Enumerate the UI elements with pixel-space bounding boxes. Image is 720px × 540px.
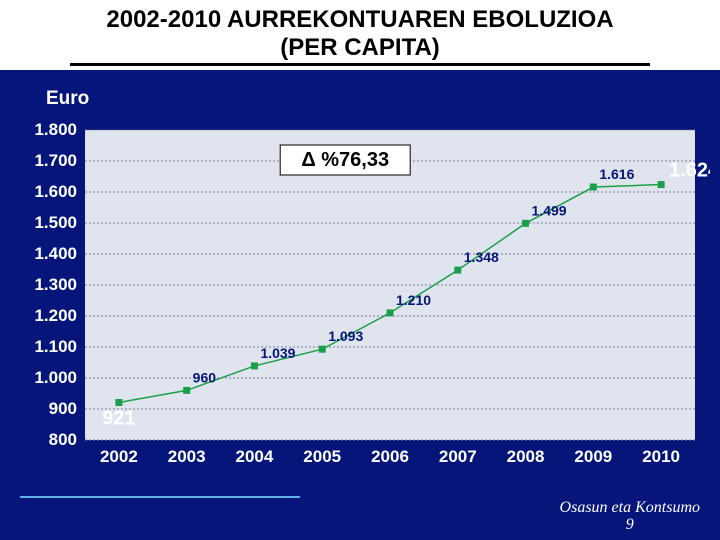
point-label: 1.093 [328,328,363,344]
y-axis-label: Euro [46,88,89,110]
footer: Osasun eta Kontsumo 9 [560,499,700,534]
footer-divider [20,496,300,498]
chart-svg: 1.800 1.700 1.600 1.500 1.400 1.300 1.200 1.100… [10,120,710,480]
delta-label: Δ %76,33 [301,149,389,171]
chart: 1.800 1.700 1.600 1.500 1.400 1.300 1.200 1.100… [10,120,710,480]
slide-title: 2002-2010 AURREKONTUAREN EBOLUZIOA (PER … [10,6,710,61]
data-point [590,184,597,191]
svg-text:1.500: 1.500 [34,213,77,232]
svg-text:2005: 2005 [303,447,341,466]
svg-text:2003: 2003 [168,447,206,466]
data-point [183,387,190,394]
svg-text:2008: 2008 [507,447,545,466]
point-label: 1.039 [260,345,295,361]
point-label: 960 [193,369,217,385]
data-point [115,399,122,406]
data-point [658,181,665,188]
title-line-2: (PER CAPITA) [280,34,440,61]
svg-text:1.200: 1.200 [34,306,77,325]
point-label: 1.210 [396,292,431,308]
svg-text:800: 800 [49,430,77,449]
svg-text:2010: 2010 [642,447,680,466]
svg-text:2007: 2007 [439,447,477,466]
data-point [319,346,326,353]
svg-text:900: 900 [49,399,77,418]
data-point [454,267,461,274]
title-bar: 2002-2010 AURREKONTUAREN EBOLUZIOA (PER … [0,0,720,70]
svg-text:1.100: 1.100 [34,337,77,356]
svg-text:2002: 2002 [100,447,138,466]
svg-text:1.400: 1.400 [34,244,77,263]
svg-text:1.700: 1.700 [34,151,77,170]
svg-text:2009: 2009 [574,447,612,466]
svg-text:1.300: 1.300 [34,275,77,294]
svg-text:2006: 2006 [371,447,409,466]
point-label: 1.499 [532,202,567,218]
footer-text: Osasun eta Kontsumo [560,499,700,516]
data-point [251,362,258,369]
svg-text:1.600: 1.600 [34,182,77,201]
data-point [522,220,529,227]
svg-text:1.800: 1.800 [34,120,77,139]
point-label: 921 [102,407,135,429]
point-label: 1.624 [669,160,710,182]
point-label: 1.348 [464,249,499,265]
point-label: 1.616 [599,166,634,182]
title-line-1: 2002-2010 AURREKONTUAREN EBOLUZIOA [106,6,613,33]
title-underline [70,63,650,66]
svg-text:1.000: 1.000 [34,368,77,387]
footer-page: 9 [626,516,634,533]
svg-text:2004: 2004 [236,447,274,466]
data-point [387,309,394,316]
